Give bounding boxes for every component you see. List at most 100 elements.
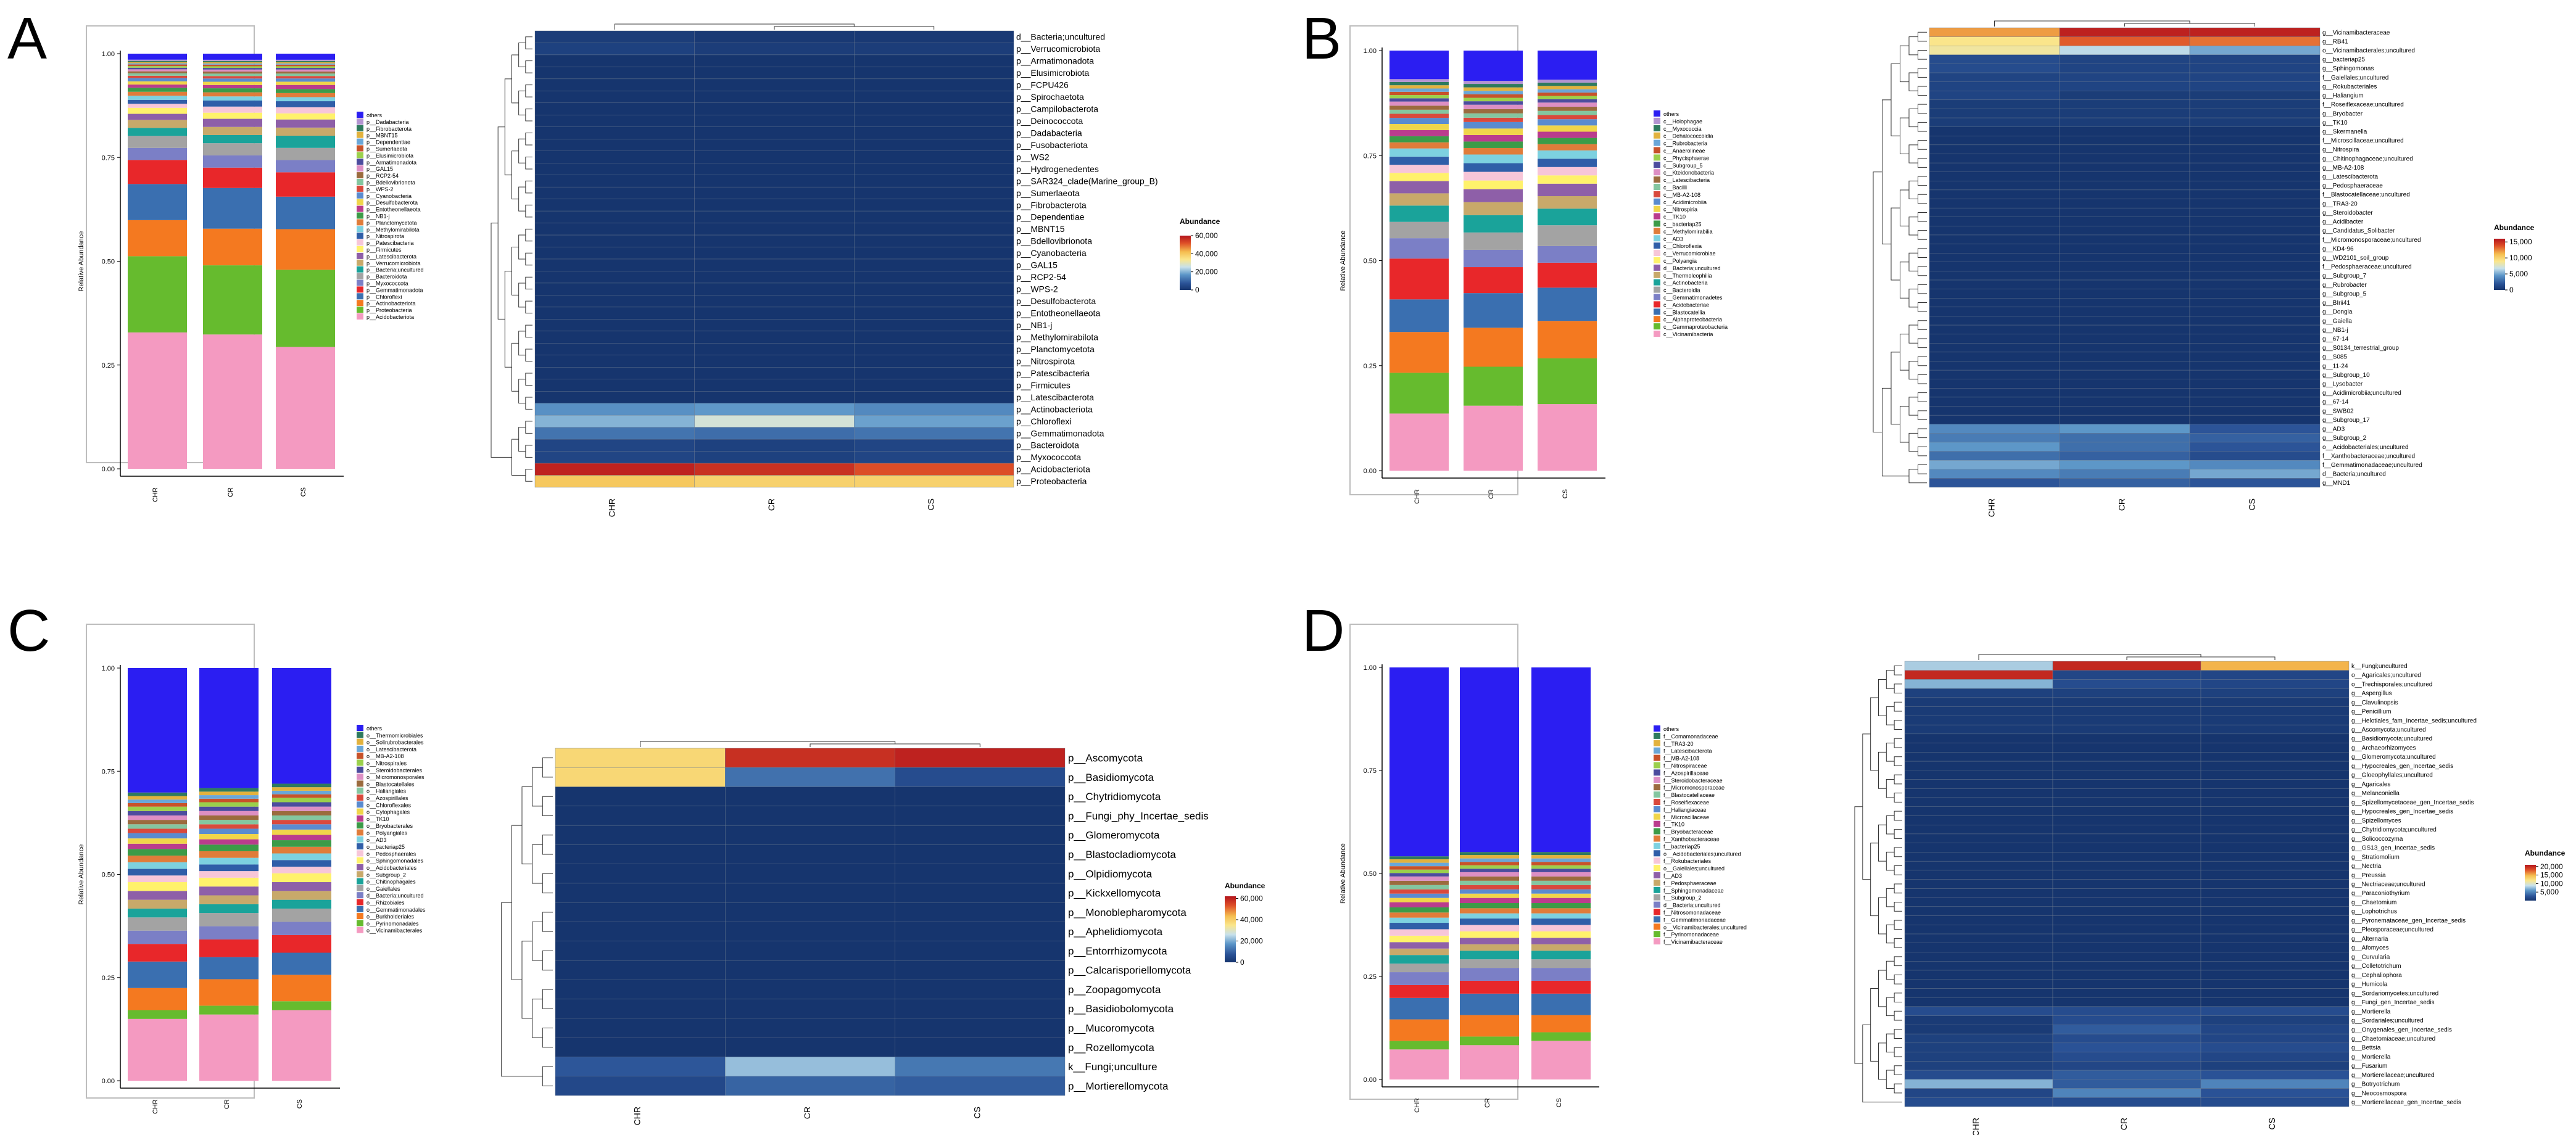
heatmap-cell [2200, 861, 2350, 871]
heatmap-cell [555, 1037, 726, 1057]
heatmap-row-label: o__Agaricales;uncultured [2351, 672, 2421, 679]
heatmap-row-label: g__KD4-96 [2322, 246, 2354, 252]
legend-swatch [1654, 909, 1660, 915]
bar-segment [1531, 885, 1591, 889]
heatmap-cell [854, 91, 1014, 104]
bar-segment [1531, 1041, 1591, 1079]
dendrogram-branch [1900, 189, 1909, 226]
heatmap-cell [1929, 99, 2060, 109]
bar-segment [1464, 87, 1523, 91]
heatmap-row-label: g__Gloeophyllales;uncultured [2351, 772, 2433, 779]
heatmap-cell [854, 271, 1014, 284]
legend-label: f__Blastocatellaceae [1663, 792, 1715, 798]
legend-label: p__RCP2-54 [367, 173, 399, 179]
heatmap-cell [1904, 970, 2053, 980]
bar-segment [1389, 984, 1449, 998]
bar-segment [203, 126, 262, 135]
dendrogram-branch [1886, 743, 1895, 762]
legend-swatch [1654, 162, 1660, 168]
dendrogram-branch [1908, 72, 1918, 91]
heatmap-cell [694, 367, 855, 379]
heatmap-cell [1904, 979, 2053, 989]
bar-segment [1460, 862, 1519, 865]
y-tick-label: 0.00 [1364, 1076, 1377, 1084]
legend-swatch [357, 138, 363, 145]
legend-label: f__Sphingomonadaceae [1663, 888, 1724, 894]
heatmap-cell [694, 210, 855, 223]
bar-segment [1464, 328, 1523, 367]
bar-segment [199, 815, 259, 820]
heatmap-cell [1929, 81, 2060, 91]
heatmap-row-label: g__AD3 [2322, 426, 2345, 433]
legend-swatch [357, 293, 363, 300]
heatmap-cell [534, 439, 695, 452]
heatmap-cell [2059, 54, 2190, 64]
bar-segment [199, 668, 259, 788]
dendrogram-branch [1894, 883, 1902, 894]
legend-label: others [1663, 111, 1679, 117]
heatmap-cell [1904, 988, 2053, 998]
bar-segment [128, 799, 187, 803]
legend-label: f__Pedosphaeraceae [1663, 880, 1717, 886]
legend-swatch [357, 125, 363, 131]
heatmap-cell [2059, 289, 2190, 299]
bar-segment [199, 1014, 259, 1081]
heatmap-cell [534, 427, 695, 440]
bar-segment [276, 107, 335, 114]
bar-segment [199, 839, 259, 845]
bar-segment [1531, 898, 1591, 904]
heatmap-cell [725, 806, 895, 826]
legend-swatch [1654, 257, 1660, 263]
heatmap-cell [2052, 679, 2201, 689]
bar-segment [1531, 872, 1591, 877]
bar-segment [1389, 972, 1449, 985]
legend-swatch [1654, 213, 1660, 220]
bar-segment [1389, 118, 1449, 125]
bar-segment [128, 899, 187, 909]
dendrogram-branch [491, 223, 512, 458]
bar-segment [276, 119, 335, 128]
legend-label: p__Gemmatimonadota [367, 287, 423, 293]
bar-segment [199, 886, 259, 896]
heatmap-row-label: g__TK10 [2322, 120, 2348, 126]
legend-label: c__Subgroup_5 [1663, 162, 1703, 168]
bar-segment [128, 220, 187, 257]
heatmap-row-label: p__WPS-2 [1016, 284, 1058, 294]
legend-label: p__Dadabacteria [367, 119, 409, 125]
legend-swatch [357, 159, 363, 165]
heatmap-cell [2200, 825, 2350, 835]
legend-label: o__Chloroflexales [367, 802, 412, 808]
bar-segment [1460, 1036, 1519, 1046]
row-dendrogram [491, 36, 532, 482]
bar-segment [1389, 929, 1449, 936]
heatmap-cell [1904, 788, 2053, 798]
dendrogram-branch [1908, 144, 1918, 163]
heatmap-row-label: g__Subgroup_7 [2322, 273, 2367, 279]
bar-segment [1531, 918, 1591, 925]
legend-label: p__Myxococcota [367, 281, 408, 287]
legend-label: o__TK10 [367, 816, 389, 822]
heatmap-row-label: p__Acidobacteriota [1016, 464, 1090, 474]
heatmap-row-label: g__TRA3-20 [2322, 200, 2358, 207]
dendrogram-branch [1894, 665, 1902, 675]
bar-segment [128, 67, 187, 70]
heatmap-col-label: CHR [1987, 498, 1997, 517]
heatmap-row-label: g__Lysobacter [2322, 381, 2363, 388]
dendrogram-branch [1886, 888, 1895, 907]
bar-segment [203, 66, 262, 68]
bar-segment [1538, 89, 1597, 93]
heatmap-row-label: f__Microscillaceae;uncultured [2322, 138, 2404, 144]
legend-swatch [1654, 931, 1660, 938]
heatmap-row-label: g__Sphingomonas [2322, 65, 2374, 72]
bar-segment [199, 864, 259, 872]
heatmap-row-label: p__Verrucomicrobiota [1016, 44, 1100, 54]
bar-segment [203, 134, 262, 144]
heatmap-col-label: CS [2267, 1118, 2277, 1129]
legend-swatch [1654, 220, 1660, 227]
legend-label: o__Solirubrobacterales [367, 740, 424, 746]
heatmap-row-label: p__SAR324_clade(Marine_group_B) [1016, 176, 1158, 186]
bar-segment [128, 128, 187, 136]
heatmap-cell [694, 247, 855, 260]
heatmap-cell [2200, 724, 2350, 735]
dendrogram-branch [1908, 324, 1918, 344]
